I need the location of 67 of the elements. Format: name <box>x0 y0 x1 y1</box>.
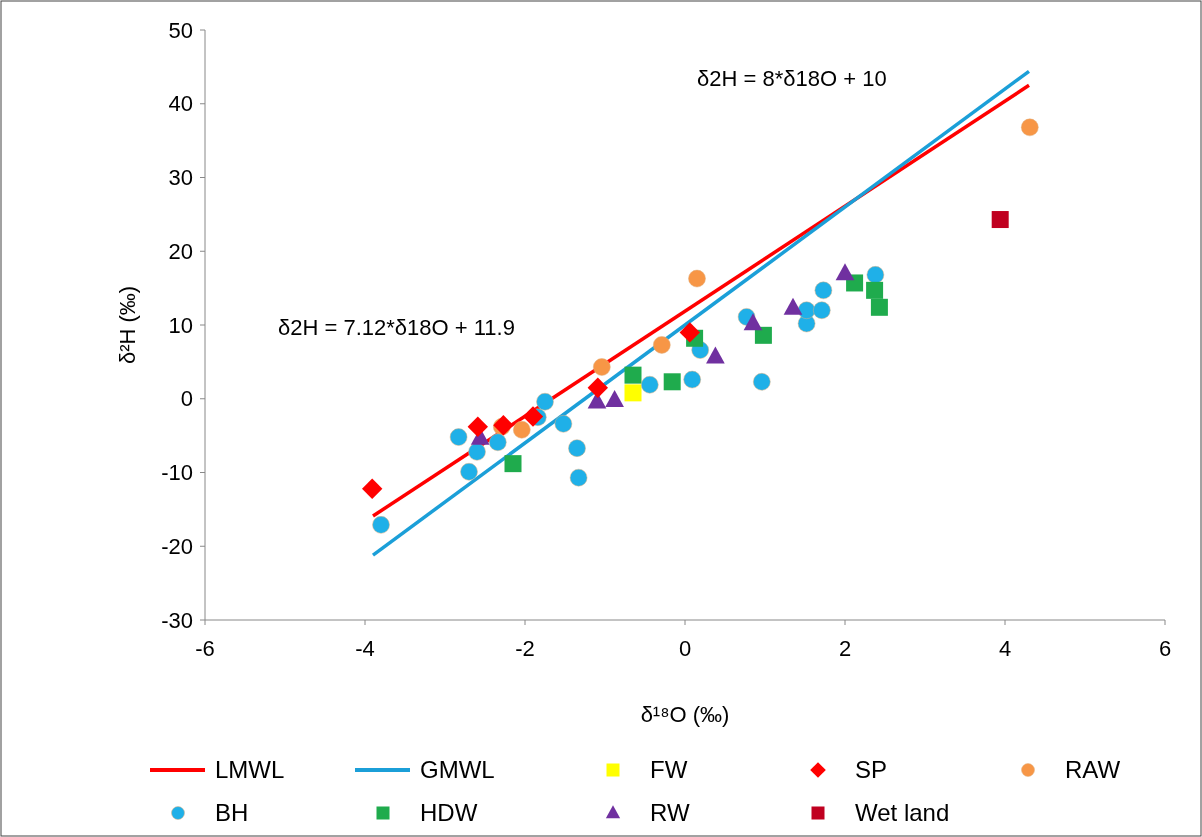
point <box>663 373 681 391</box>
x-tick-label: 4 <box>998 636 1012 661</box>
point <box>1021 118 1039 137</box>
y-tick-label: 40 <box>168 91 193 117</box>
annotation: δ2H = 7.12*δ18O + 11.9 <box>278 314 515 340</box>
legend-label: Wet land <box>855 799 950 827</box>
point <box>605 390 624 408</box>
y-tick-label: -10 <box>161 460 193 486</box>
legend-label: HDW <box>420 799 478 827</box>
point <box>753 373 771 391</box>
point <box>587 377 608 398</box>
y-axis-title: δ²H (‰) <box>115 285 140 365</box>
y-tick-label: 50 <box>168 17 193 43</box>
point <box>513 420 531 439</box>
point <box>653 336 671 354</box>
y-tick-label: 0 <box>180 386 193 412</box>
x-tick-label: -2 <box>515 636 535 661</box>
legend-label: BH <box>215 799 249 827</box>
point <box>504 455 522 473</box>
x-tick-label: -6 <box>195 636 215 661</box>
point <box>783 297 803 315</box>
point <box>624 384 642 402</box>
point <box>536 392 554 411</box>
x-tick-label: -4 <box>355 636 375 661</box>
point <box>866 281 884 299</box>
point <box>460 463 478 481</box>
point <box>554 415 573 433</box>
x-tick-label: 2 <box>838 636 852 661</box>
legend-label: FW <box>650 756 688 784</box>
point <box>522 406 544 427</box>
legend-label: RAW <box>1065 756 1121 784</box>
point <box>683 370 701 389</box>
point <box>372 516 390 534</box>
y-tick-label: 10 <box>168 312 193 338</box>
point <box>866 266 885 284</box>
point <box>467 416 488 437</box>
x-tick-label: 0 <box>678 636 692 661</box>
legend-label: SP <box>855 756 888 784</box>
point <box>813 301 831 319</box>
point <box>688 269 706 288</box>
point <box>679 322 700 343</box>
point <box>835 263 855 281</box>
x-axis-title: δ¹⁸O (‰) <box>640 702 730 727</box>
point <box>870 298 888 316</box>
point <box>569 468 588 487</box>
y-tick-label: 20 <box>168 238 193 264</box>
point <box>754 326 772 344</box>
legend-label: RW <box>650 799 690 827</box>
y-tick-label: -20 <box>161 533 193 559</box>
annotation: δ2H = 8*δ18O + 10 <box>697 65 887 91</box>
point <box>641 375 659 394</box>
point <box>468 443 486 461</box>
point <box>706 346 725 364</box>
y-tick-label: -30 <box>161 607 193 633</box>
point <box>814 281 833 300</box>
point <box>743 313 763 331</box>
point <box>449 428 468 446</box>
point <box>489 433 507 452</box>
point <box>991 211 1009 229</box>
point <box>624 366 642 384</box>
y-tick-label: 30 <box>168 165 193 191</box>
point <box>568 439 586 457</box>
legend-label: GMWL <box>420 756 495 784</box>
point <box>362 478 383 499</box>
x-tick-label: 6 <box>1158 636 1172 661</box>
point <box>593 358 611 376</box>
legend-label: LMWL <box>215 756 285 784</box>
